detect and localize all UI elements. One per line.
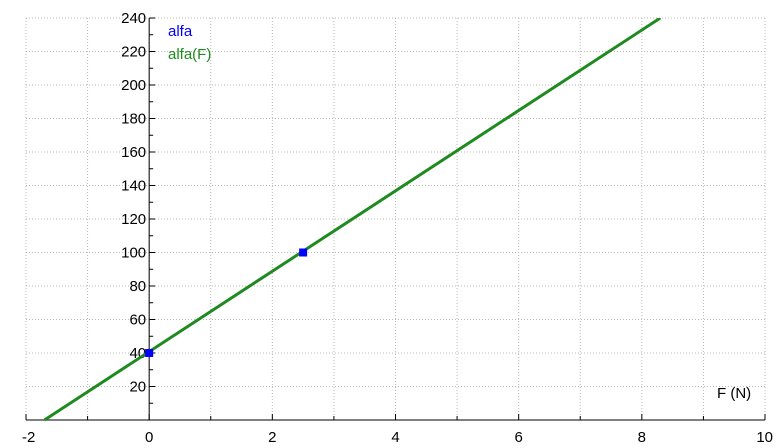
legend: alfa alfa(F) <box>168 23 211 63</box>
y-tick-label: 220 <box>121 44 146 61</box>
y-tick-label: 120 <box>121 211 146 228</box>
legend-entry-alfa-f: alfa(F) <box>168 46 211 63</box>
x-tick-label: 2 <box>268 429 276 446</box>
y-tick-label: 140 <box>121 178 146 195</box>
axes <box>25 17 766 421</box>
y-tick-label: 160 <box>121 144 146 161</box>
y-tick-label: 200 <box>121 77 146 94</box>
x-tick-label: 0 <box>145 429 153 446</box>
data-point-alfa <box>299 248 308 257</box>
data-point-alfa <box>145 349 154 357</box>
y-tick-label: 100 <box>121 245 146 262</box>
legend-entry-alfa: alfa <box>168 23 193 40</box>
y-tick-label: 240 <box>121 10 146 27</box>
y-tick-label: 60 <box>129 312 146 329</box>
y-tick-label: 20 <box>129 379 146 396</box>
y-tick-label: 80 <box>129 278 146 295</box>
series-layer <box>43 18 662 422</box>
y-tick-label: 180 <box>121 111 146 128</box>
x-ticks: -2 0 2 4 6 8 10 <box>22 429 773 446</box>
x-tick-label: -2 <box>22 429 35 446</box>
x-tick-label: 4 <box>391 429 399 446</box>
x-tick-label: 8 <box>638 429 646 446</box>
x-tick-label: 10 <box>756 429 773 446</box>
x-axis-label: F (N) <box>717 385 751 402</box>
x-tick-label: 6 <box>514 429 522 446</box>
